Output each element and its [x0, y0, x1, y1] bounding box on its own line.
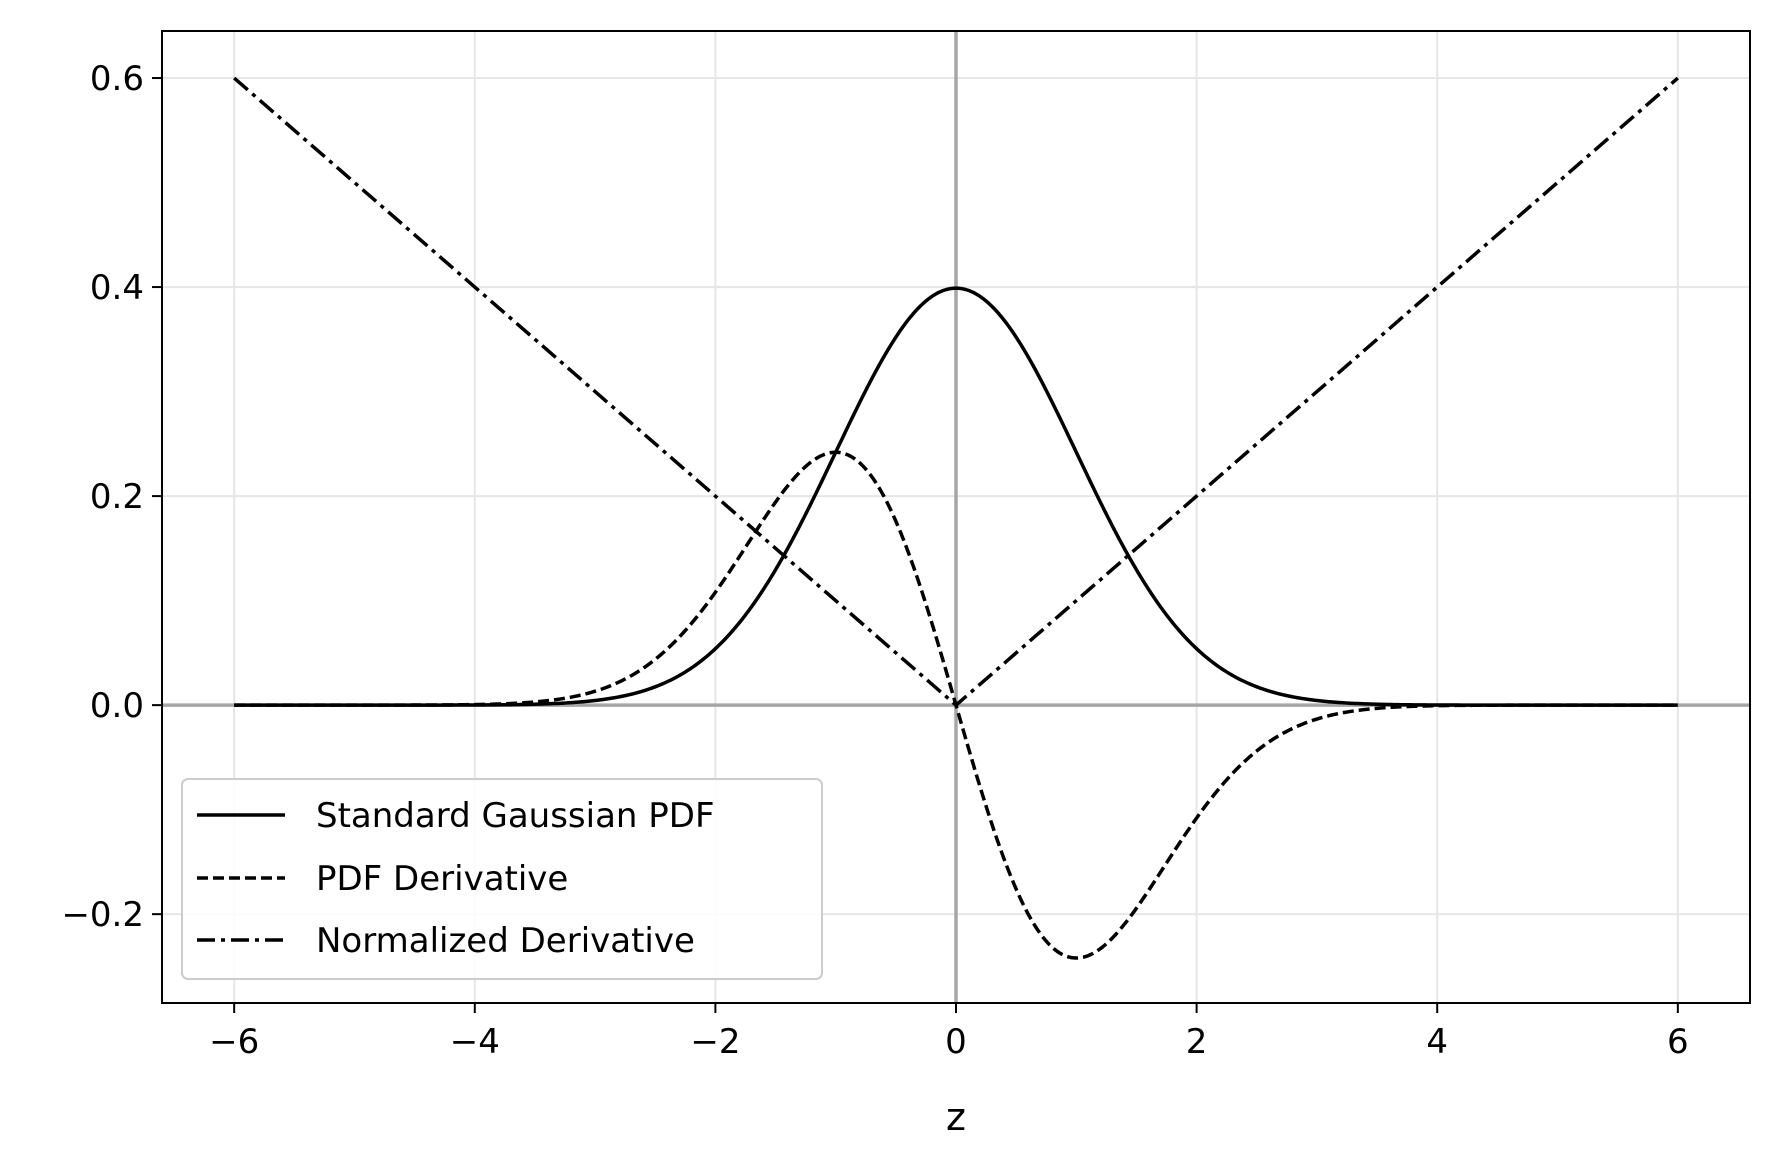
x-tick-label: −6 [209, 1022, 259, 1062]
series-line-normalized-derivative [233, 76, 1679, 707]
x-axis-label: z [946, 1095, 966, 1139]
y-tick-label: 0.0 [90, 686, 144, 726]
x-tick-label: −2 [690, 1022, 740, 1062]
x-tick-label: 2 [1186, 1022, 1208, 1062]
legend-label-pdf-derivative: PDF Derivative [316, 859, 568, 899]
y-axis-ticks: −0.2 0.0 0.2 0.4 0.6 [61, 59, 162, 935]
x-tick-label: −4 [450, 1022, 500, 1062]
legend-label-standard-gaussian-pdf: Standard Gaussian PDF [316, 796, 715, 836]
legend-label-normalized-derivative: Normalized Derivative [316, 921, 695, 961]
data-series [233, 76, 1679, 960]
y-tick-label: 0.2 [90, 477, 144, 517]
x-tick-label: 4 [1426, 1022, 1448, 1062]
y-tick-label: 0.4 [90, 268, 144, 308]
x-tick-label: 0 [945, 1022, 967, 1062]
x-axis-ticks: −6 −4 −2 0 2 4 6 [209, 1003, 1689, 1062]
legend-box [181, 778, 823, 980]
y-tick-label: −0.2 [61, 895, 144, 935]
x-tick-label: 6 [1667, 1022, 1689, 1062]
y-tick-label: 0.6 [90, 59, 144, 99]
legend: Standard Gaussian PDF PDF Derivative Nor… [181, 778, 823, 980]
